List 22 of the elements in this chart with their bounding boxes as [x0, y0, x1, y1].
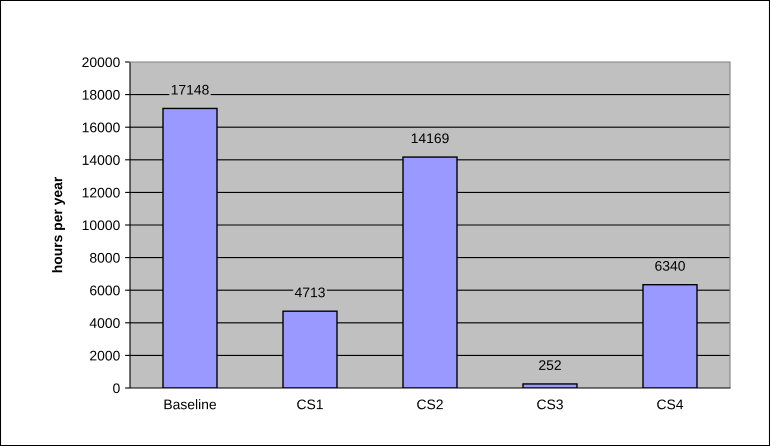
y-tick-label: 20000: [82, 57, 120, 68]
x-tick-label: CS3: [537, 399, 563, 410]
y-tick-label: 12000: [82, 188, 120, 198]
y-tick-label: 0: [113, 383, 120, 394]
data-label: 14169: [412, 133, 449, 144]
y-tick-label: 16000: [82, 122, 120, 132]
x-tick-label: CS1: [297, 399, 323, 410]
data-label: 6340: [655, 260, 685, 271]
y-axis-title: hours per year: [52, 176, 65, 272]
x-tick-label: Baseline: [164, 399, 216, 410]
y-tick-label: 18000: [82, 90, 120, 100]
data-label: 17148: [172, 84, 209, 95]
data-label: 252: [539, 360, 561, 370]
y-tick-label: 6000: [90, 286, 120, 296]
y-tick-label: 10000: [82, 220, 120, 230]
y-tick-label: 2000: [90, 350, 120, 361]
y-tick-label: 8000: [90, 252, 120, 263]
x-tick-label: CS4: [657, 399, 684, 410]
x-tick-label: CS2: [417, 399, 443, 410]
y-tick-label: 4000: [90, 318, 120, 328]
y-tick-label: 14000: [82, 155, 120, 165]
data-label: 4713: [294, 287, 325, 298]
